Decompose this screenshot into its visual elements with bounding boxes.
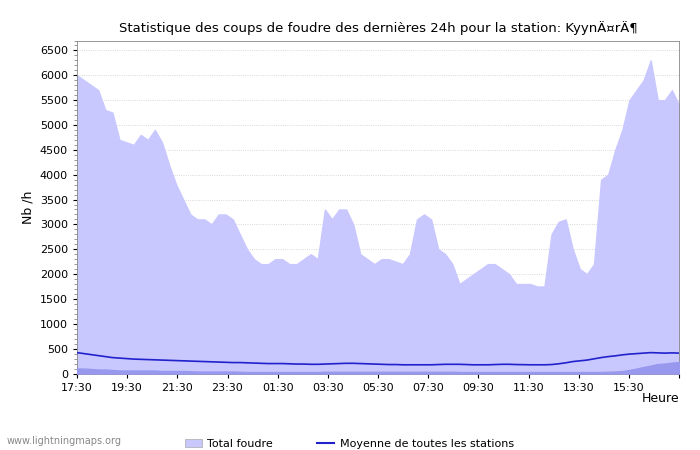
Text: Heure: Heure <box>641 392 679 405</box>
Y-axis label: Nb /h: Nb /h <box>21 190 34 224</box>
Text: www.lightningmaps.org: www.lightningmaps.org <box>7 436 122 446</box>
Title: Statistique des coups de foudre des dernières 24h pour la station: KyynÄ¤rÄ¶: Statistique des coups de foudre des dern… <box>119 21 637 35</box>
